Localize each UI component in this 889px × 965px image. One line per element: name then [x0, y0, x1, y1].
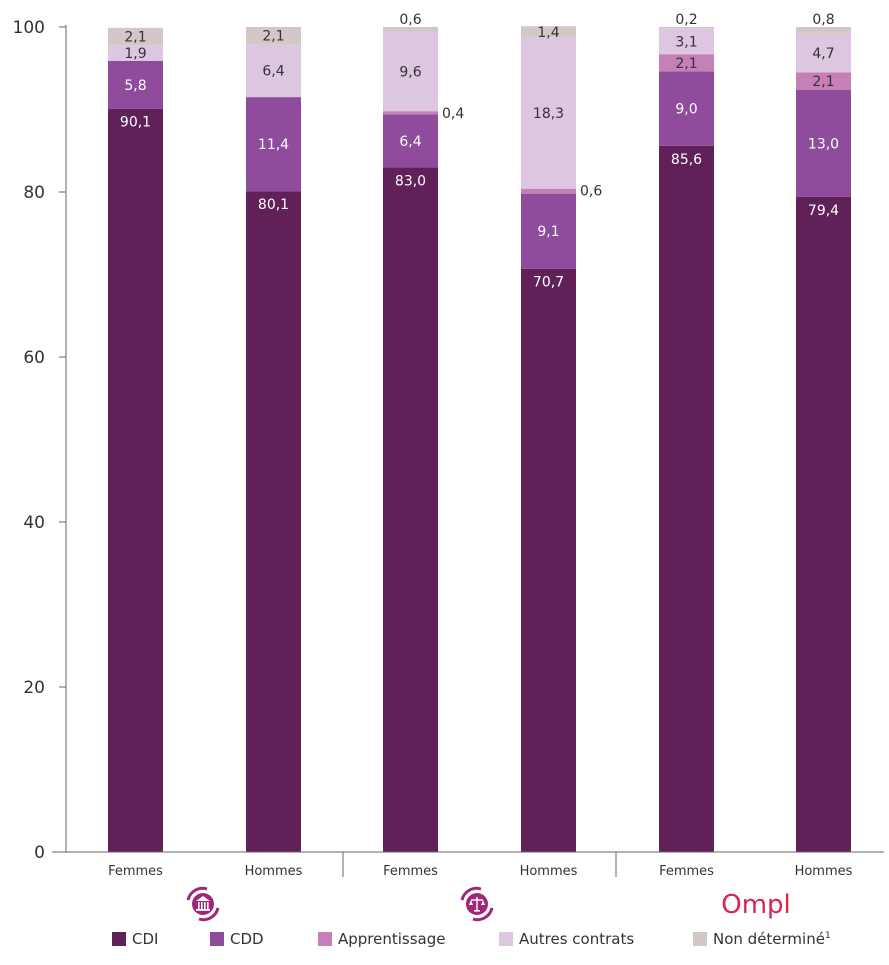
- balance-scale-icon: [460, 886, 494, 922]
- segment-label: 80,1: [258, 197, 289, 213]
- x-tick-label: Hommes: [795, 864, 853, 879]
- legend-swatch: [499, 932, 513, 946]
- legend-item: CDD: [210, 930, 264, 948]
- y-tick-label: 60: [23, 348, 45, 368]
- segment-label: 1,4: [537, 25, 559, 41]
- legend-label: Autres contrats: [519, 930, 635, 948]
- bar-segment: [383, 167, 438, 852]
- segment-label: 9,6: [399, 65, 421, 81]
- legend-item: Autres contrats: [499, 930, 634, 948]
- legend-label: CDD: [230, 930, 264, 948]
- segment-label: 4,7: [812, 46, 834, 62]
- bar-segment: [796, 72, 851, 90]
- bar-segment: [108, 108, 163, 853]
- segment-label: 3,1: [675, 34, 697, 50]
- segment-label: 9,0: [675, 102, 697, 118]
- footnote-mark: 1: [824, 931, 831, 941]
- legend-swatch: [112, 932, 126, 946]
- bar-segment: [246, 191, 301, 853]
- bar-segment: [796, 27, 851, 34]
- bar-segment: [659, 28, 714, 55]
- bar-segment: [108, 27, 163, 46]
- bank-building-icon: [186, 886, 220, 922]
- bar-segment: [659, 27, 714, 29]
- x-axis: Femmes Hommes Femmes Hommes Femmes Hommes: [52, 851, 884, 879]
- bar-segment: [383, 111, 438, 115]
- bar-segment: [246, 27, 301, 45]
- bar-segment: [659, 71, 714, 146]
- bar-segment: [521, 188, 576, 194]
- legend-item: Apprentissage: [318, 930, 446, 948]
- segment-label: 2,1: [812, 74, 834, 90]
- segment-labels: 90,15,81,92,180,111,46,42,183,06,40,49,6…: [120, 12, 839, 291]
- segment-label: 85,6: [671, 152, 702, 168]
- y-tick-label: 20: [23, 678, 45, 698]
- bar-segment: [246, 97, 301, 192]
- segment-label: 0,4: [442, 106, 464, 122]
- bar-segment: [108, 45, 163, 61]
- bar-segment: [246, 44, 301, 98]
- legend-item: Non déterminé1: [693, 930, 831, 948]
- segment-label: 5,8: [124, 78, 146, 94]
- bar-segment: [659, 145, 714, 853]
- segment-label: 9,1: [537, 224, 559, 240]
- bar-segment: [521, 26, 576, 38]
- y-tick-label: 80: [23, 183, 45, 203]
- segment-label: 11,4: [258, 137, 289, 153]
- legend-label: Apprentissage: [338, 930, 446, 948]
- bar-segment: [383, 114, 438, 168]
- bar-segment: [796, 33, 851, 73]
- bars: [108, 26, 851, 853]
- legend-label: Non déterminé1: [713, 930, 831, 948]
- segment-label: 79,4: [808, 203, 839, 219]
- legend-swatch: [318, 932, 332, 946]
- bar-segment: [383, 31, 438, 112]
- bar-segment: [521, 37, 576, 189]
- y-tick-label: 100: [13, 18, 45, 38]
- legend: CDI CDD Apprentissage Autres contrats Non dé…: [0, 930, 889, 956]
- segment-label: 0,6: [580, 184, 602, 200]
- ompl-logo: Ompl: [721, 890, 791, 920]
- segment-label: 13,0: [808, 136, 839, 152]
- y-tick-label: 0: [34, 843, 45, 863]
- x-tick-label: Hommes: [245, 864, 303, 879]
- segment-label: 2,1: [124, 29, 146, 45]
- segment-label: 70,7: [533, 275, 564, 291]
- segment-label: 0,8: [812, 12, 834, 28]
- segment-label: 2,1: [262, 29, 284, 45]
- bar-segment: [659, 54, 714, 72]
- bar-segment: [521, 193, 576, 269]
- segment-label: 1,9: [124, 46, 146, 62]
- x-tick-label: Femmes: [659, 864, 714, 879]
- segment-label: 0,2: [675, 12, 697, 28]
- x-tick-label: Femmes: [383, 864, 438, 879]
- segment-label: 0,6: [399, 12, 421, 28]
- bar-segment: [108, 60, 163, 109]
- bar-segment: [796, 196, 851, 852]
- legend-item: CDI: [112, 930, 158, 948]
- legend-swatch: [210, 932, 224, 946]
- segment-label: 6,4: [262, 64, 284, 80]
- x-tick-label: Hommes: [520, 864, 578, 879]
- group-icons: Ompl: [186, 886, 791, 922]
- segment-label: 90,1: [120, 115, 151, 131]
- legend-label: CDI: [132, 930, 159, 948]
- y-tick-label: 40: [23, 513, 45, 533]
- y-axis: 0 20 40 60 80 100: [13, 18, 67, 863]
- bar-segment: [796, 89, 851, 197]
- x-tick-label: Femmes: [108, 864, 163, 879]
- bar-segment: [383, 27, 438, 32]
- segment-label: 83,0: [395, 173, 426, 189]
- segment-label: 2,1: [675, 56, 697, 72]
- segment-label: 18,3: [533, 106, 564, 122]
- ompl-logo-text: Ompl: [721, 890, 791, 920]
- segment-label: 6,4: [399, 134, 421, 150]
- legend-swatch: [693, 932, 707, 946]
- bar-segment: [521, 268, 576, 853]
